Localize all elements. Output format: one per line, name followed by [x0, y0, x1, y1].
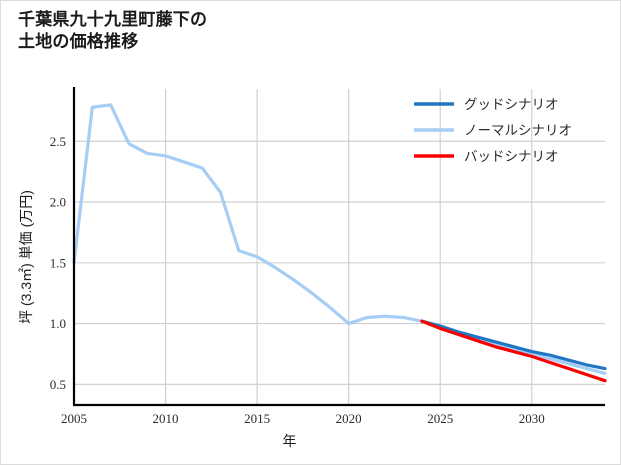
- y-axis-title: 坪 (3.3㎡) 単価 (万円): [18, 190, 34, 324]
- grid-layer: [73, 89, 605, 405]
- x-tick-label: 2020: [336, 411, 362, 426]
- y-tick-label: 2.0: [50, 195, 66, 210]
- y-tick-label: 1.0: [50, 316, 66, 331]
- x-tick-label: 2010: [153, 411, 179, 426]
- series-line-2: [420, 319, 607, 383]
- x-axis-title: 年: [283, 433, 297, 449]
- y-tick-label: 0.5: [50, 377, 66, 392]
- x-tick-label: 2005: [61, 411, 87, 426]
- series-line-1: [72, 103, 607, 375]
- x-tick-label: 2025: [427, 411, 453, 426]
- legend-label-1: ノーマルシナリオ: [464, 123, 572, 138]
- x-tick-label: 2030: [519, 411, 545, 426]
- legend-label-0: グッドシナリオ: [464, 97, 559, 112]
- tick-label-layer: 0.5 1.0 1.5 2.0 2.5 2005 2010 2015 2020 2025 2030: [50, 134, 545, 426]
- axis-title-layer: 年 坪 (3.3㎡) 単価 (万円): [18, 190, 297, 449]
- legend-label-2: バッドシナリオ: [464, 149, 559, 164]
- y-tick-label: 1.5: [50, 255, 66, 270]
- y-tick-label: 2.5: [50, 134, 66, 149]
- x-tick-label: 2015: [244, 411, 270, 426]
- series-layer: [72, 103, 607, 383]
- page-title: 千葉県九十九里町藤下の 土地の価格推移: [18, 10, 208, 52]
- axis-layer: [72, 87, 605, 407]
- series-line-0: [420, 319, 607, 371]
